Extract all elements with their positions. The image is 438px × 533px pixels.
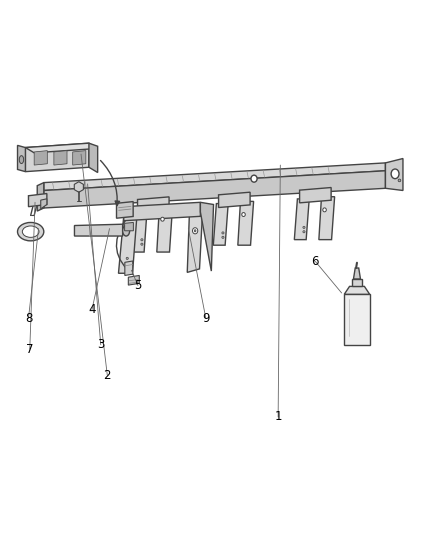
Ellipse shape bbox=[323, 208, 326, 212]
Polygon shape bbox=[344, 286, 370, 294]
Ellipse shape bbox=[222, 232, 224, 234]
Polygon shape bbox=[37, 183, 44, 211]
Text: 1: 1 bbox=[274, 410, 282, 423]
Polygon shape bbox=[187, 212, 202, 272]
Text: 8: 8 bbox=[25, 312, 32, 325]
Polygon shape bbox=[294, 199, 309, 240]
Ellipse shape bbox=[251, 175, 257, 182]
Ellipse shape bbox=[242, 213, 245, 216]
FancyArrowPatch shape bbox=[100, 160, 120, 206]
Ellipse shape bbox=[22, 226, 39, 237]
Polygon shape bbox=[73, 151, 86, 165]
Polygon shape bbox=[213, 204, 228, 245]
Polygon shape bbox=[157, 206, 173, 252]
Ellipse shape bbox=[194, 230, 196, 232]
Polygon shape bbox=[132, 208, 147, 252]
Ellipse shape bbox=[303, 231, 305, 233]
Polygon shape bbox=[344, 294, 370, 345]
FancyArrowPatch shape bbox=[117, 221, 134, 275]
Polygon shape bbox=[319, 197, 335, 240]
Ellipse shape bbox=[18, 222, 44, 241]
Ellipse shape bbox=[303, 227, 305, 229]
Polygon shape bbox=[34, 151, 47, 165]
Polygon shape bbox=[117, 201, 133, 218]
Ellipse shape bbox=[192, 228, 198, 234]
Text: 4: 4 bbox=[88, 303, 96, 316]
Polygon shape bbox=[44, 163, 385, 190]
Polygon shape bbox=[238, 201, 254, 245]
Polygon shape bbox=[352, 279, 362, 286]
Ellipse shape bbox=[141, 243, 143, 245]
Polygon shape bbox=[124, 203, 201, 221]
Polygon shape bbox=[25, 143, 98, 153]
Polygon shape bbox=[128, 276, 139, 285]
Polygon shape bbox=[353, 268, 360, 279]
Polygon shape bbox=[89, 143, 98, 173]
Text: 9: 9 bbox=[202, 312, 210, 325]
Ellipse shape bbox=[391, 169, 399, 179]
Ellipse shape bbox=[222, 236, 224, 238]
Text: 2: 2 bbox=[103, 369, 111, 382]
Polygon shape bbox=[74, 224, 123, 236]
Polygon shape bbox=[219, 192, 250, 207]
Ellipse shape bbox=[126, 263, 128, 265]
Polygon shape bbox=[41, 199, 47, 209]
Polygon shape bbox=[28, 193, 47, 207]
Polygon shape bbox=[44, 171, 385, 208]
Polygon shape bbox=[74, 182, 83, 192]
Text: 7: 7 bbox=[26, 343, 34, 356]
Ellipse shape bbox=[398, 179, 401, 182]
Polygon shape bbox=[300, 188, 331, 203]
Polygon shape bbox=[25, 143, 89, 172]
Text: 3: 3 bbox=[97, 338, 104, 351]
Ellipse shape bbox=[19, 156, 24, 164]
Polygon shape bbox=[18, 146, 25, 172]
Ellipse shape bbox=[126, 257, 128, 260]
Text: 6: 6 bbox=[311, 255, 319, 268]
Polygon shape bbox=[118, 216, 137, 273]
Polygon shape bbox=[125, 261, 133, 276]
Ellipse shape bbox=[161, 217, 164, 221]
Polygon shape bbox=[124, 222, 133, 231]
Ellipse shape bbox=[141, 239, 143, 241]
Ellipse shape bbox=[123, 225, 130, 236]
Polygon shape bbox=[54, 151, 67, 165]
Polygon shape bbox=[385, 158, 403, 190]
Text: 5: 5 bbox=[134, 279, 141, 292]
Polygon shape bbox=[138, 197, 169, 212]
Polygon shape bbox=[201, 203, 214, 271]
